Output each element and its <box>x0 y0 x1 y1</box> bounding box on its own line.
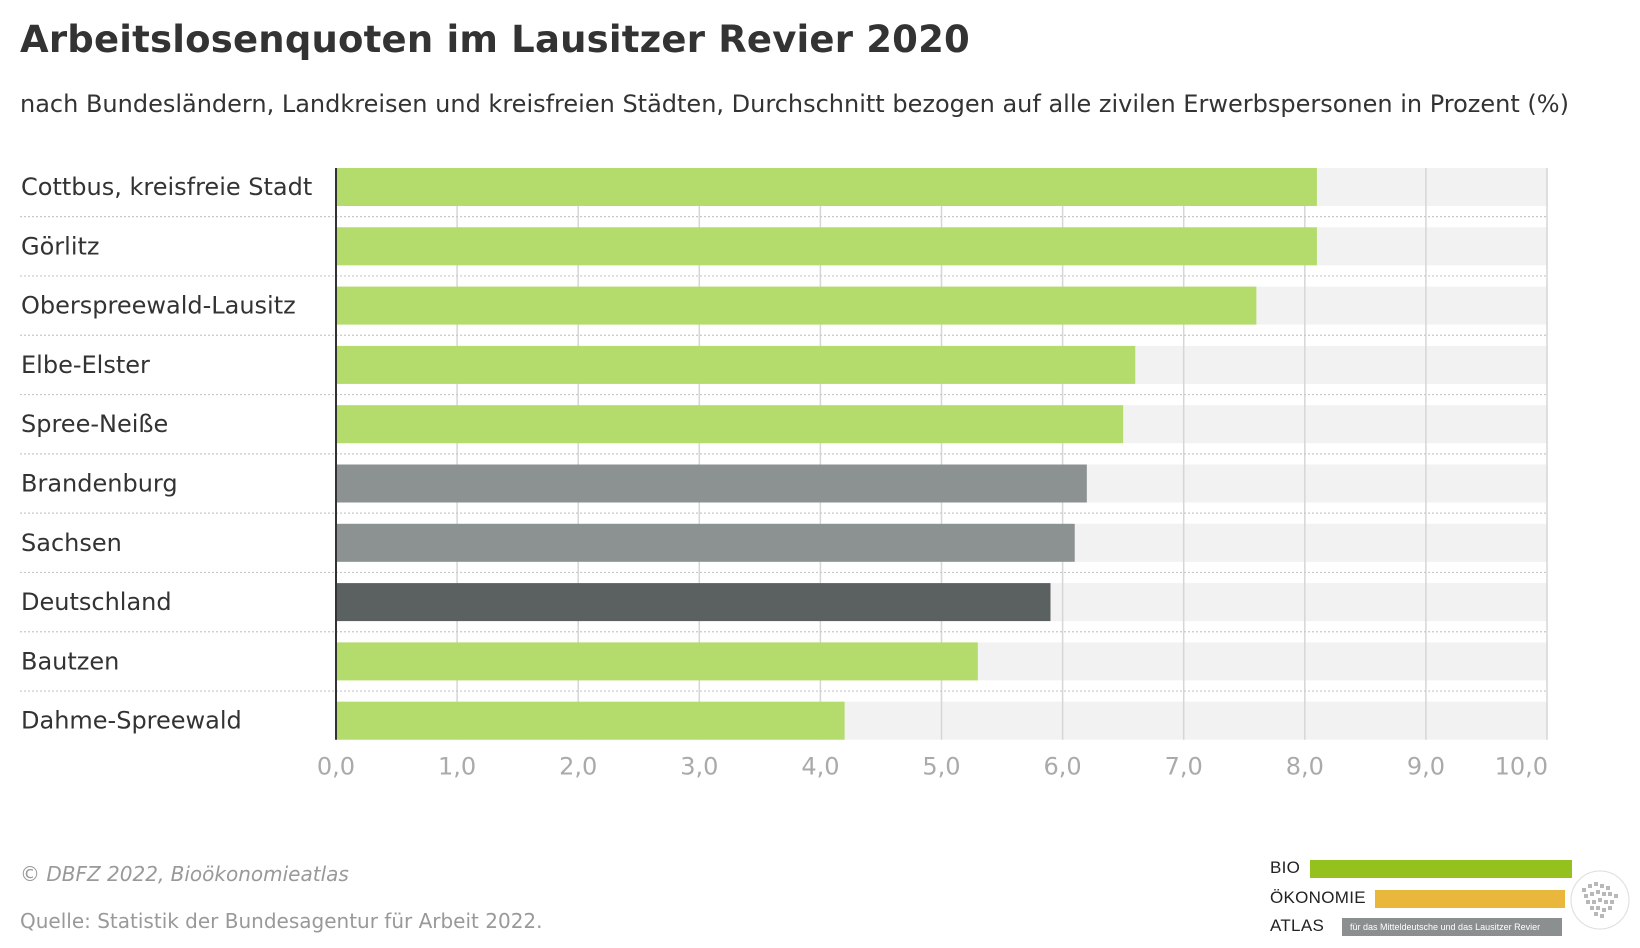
bar <box>336 642 978 681</box>
x-tick-label: 7,0 <box>1165 753 1203 781</box>
logo-tagline: für das Mitteldeutsche und das Lausitzer… <box>1342 918 1562 936</box>
bar <box>336 168 1317 206</box>
x-tick-label: 9,0 <box>1407 753 1445 781</box>
category-label: Cottbus, kreisfreie Stadt <box>21 173 312 201</box>
x-tick-label: 3,0 <box>680 753 718 781</box>
copyright-credit: © DBFZ 2022, Bioökonomieatlas <box>20 862 349 886</box>
category-label: Görlitz <box>21 232 100 260</box>
bar <box>336 701 845 740</box>
category-label: Bautzen <box>21 647 119 675</box>
bar <box>336 405 1124 444</box>
category-label: Brandenburg <box>21 470 178 498</box>
bar <box>336 583 1051 622</box>
bar <box>336 523 1075 562</box>
bar <box>336 227 1317 266</box>
bioeconomy-atlas-logo: BIO ÖKONOMIE ATLAS für das Mitteldeutsch… <box>1270 858 1630 938</box>
logo-word-bio: BIO <box>1270 858 1301 877</box>
x-tick-label: 10,0 <box>1495 753 1548 781</box>
x-tick-label: 1,0 <box>438 753 476 781</box>
category-label: Sachsen <box>21 529 122 557</box>
x-tick-label: 0,0 <box>317 753 355 781</box>
logo-word-atlas: ATLAS <box>1270 916 1325 935</box>
bar <box>336 286 1257 325</box>
bar <box>336 345 1136 384</box>
x-tick-label: 6,0 <box>1044 753 1082 781</box>
category-label: Elbe-Elster <box>21 351 150 379</box>
bar <box>336 464 1087 503</box>
x-tick-label: 8,0 <box>1286 753 1324 781</box>
logo-yellow-bar <box>1375 890 1565 908</box>
category-label: Oberspreewald-Lausitz <box>21 292 296 320</box>
category-label: Spree-Neiße <box>21 410 168 438</box>
logo-green-bar <box>1310 860 1572 878</box>
logo-word-oekonomie: ÖKONOMIE <box>1270 888 1366 907</box>
category-label: Dahme-Spreewald <box>21 707 242 735</box>
chart-subtitle: nach Bundesländern, Landkreisen und krei… <box>20 90 1569 118</box>
germany-map-icon <box>1570 870 1630 930</box>
bar-chart: Cottbus, kreisfreie Stadt Görlitz Oberspre… <box>20 168 1548 781</box>
x-tick-label: 4,0 <box>801 753 839 781</box>
x-tick-label: 2,0 <box>559 753 597 781</box>
x-tick-label: 5,0 <box>922 753 960 781</box>
category-label: Deutschland <box>21 588 172 616</box>
data-source: Quelle: Statistik der Bundesagentur für … <box>20 909 543 933</box>
chart-title: Arbeitslosenquoten im Lausitzer Revier 2… <box>20 18 971 61</box>
